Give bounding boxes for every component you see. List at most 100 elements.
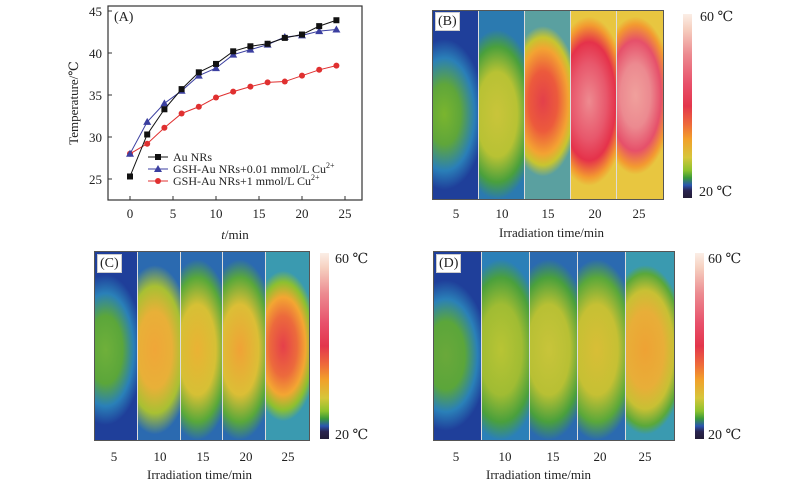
panel-b-xlabel: Irradiation time/min [499, 225, 605, 240]
tick-label: 5 [452, 206, 460, 221]
marker-triangle [143, 117, 152, 125]
marker-circle [281, 78, 288, 85]
tick-label: 10 [495, 206, 509, 221]
thermal-image-b-10 [479, 11, 525, 199]
tick-label: 25 [638, 449, 652, 464]
y-tick-label: 30 [89, 130, 102, 145]
marker-circle [195, 103, 202, 110]
marker-circle [333, 62, 340, 69]
chart-a-axes: 25 30 35 40 45 0 5 10 15 20 25 t/min Temperature/℃ (A… [66, 4, 363, 242]
chart-a-series [126, 17, 341, 180]
marker-square [333, 17, 340, 24]
x-tick-label: 0 [127, 206, 134, 221]
colorbar-d [695, 253, 704, 439]
marker-square [178, 86, 185, 93]
legend-label: Au NRs [173, 150, 212, 164]
marker-triangle [332, 25, 341, 33]
tick-label: 20 [239, 449, 253, 464]
marker-square [127, 173, 133, 180]
y-tick-label: 35 [89, 88, 102, 103]
thermal-image-b-5 [433, 11, 479, 199]
series-0 [127, 17, 340, 180]
thermal-strips-c [94, 251, 310, 441]
thermal-image-d-15 [530, 252, 578, 440]
thermal-image-c-15 [180, 252, 224, 440]
marker-triangle [212, 64, 220, 72]
marker-circle [161, 124, 168, 131]
legend-item: Au NRs [148, 150, 212, 164]
x-tick-label: 20 [296, 206, 309, 221]
legend-label: GSH-Au NRs+1 mmol/L Cu2+ [173, 173, 320, 188]
marker-square [230, 48, 237, 55]
thermal-image-d-5 [434, 252, 482, 440]
marker-circle [230, 88, 237, 95]
thermal-strips-b [432, 10, 664, 200]
tick-label: 10 [498, 449, 512, 464]
panel-c-xlabel: Irradiation time/min [147, 467, 253, 482]
y-tick-label: 25 [89, 172, 102, 187]
thermal-image-c-25 [266, 252, 309, 440]
tick-label: 10 [153, 449, 167, 464]
marker-circle [213, 94, 219, 101]
panel-a-label: (A) [114, 10, 134, 25]
thermal-image-c-5 [95, 252, 138, 440]
tick-label: 25 [632, 206, 646, 221]
tick-label: 15 [546, 449, 560, 464]
marker-circle [264, 79, 271, 86]
tick-label: 20 [593, 449, 607, 464]
marker-triangle [315, 27, 324, 35]
thermal-image-d-25 [626, 252, 674, 440]
marker-circle [299, 72, 305, 79]
tick-label: 15 [541, 206, 555, 221]
legend-item: GSH-Au NRs+0.01 mmol/L Cu2+ [148, 161, 335, 176]
marker-square [299, 31, 305, 38]
colorbar-d-min-label: 20 ℃ [708, 428, 742, 443]
tick-label: 5 [110, 449, 118, 464]
y-axis-title: Temperature/℃ [66, 61, 81, 145]
thermal-image-c-10 [137, 252, 181, 440]
marker-square [316, 23, 323, 30]
thermal-image-c-20 [223, 252, 267, 440]
colorbar-c-max-label: 60 ℃ [335, 252, 369, 267]
marker-square [213, 60, 219, 67]
colorbar-b-min-label: 20 ℃ [699, 185, 733, 200]
thermal-image-b-25 [617, 11, 663, 199]
thermal-image-b-15 [525, 11, 571, 199]
marker-triangle [160, 99, 169, 107]
colorbar-c [320, 253, 329, 439]
thermal-image-d-10 [482, 252, 530, 440]
x-tick-label: 5 [170, 206, 177, 221]
marker-triangle [154, 165, 162, 172]
colorbar-d-max-label: 60 ℃ [708, 252, 742, 267]
tick-label: 15 [196, 449, 210, 464]
series-line [129, 65, 337, 155]
y-tick-label: 40 [89, 46, 102, 61]
marker-square [195, 69, 202, 76]
legend-label: GSH-Au NRs+0.01 mmol/L Cu2+ [173, 161, 335, 176]
panel-d-label: (D) [436, 254, 462, 273]
y-tick-label: 45 [89, 4, 102, 19]
tick-label: 20 [588, 206, 602, 221]
x-axis-title: t/min [221, 227, 249, 242]
marker-square [144, 131, 151, 138]
tick-label: 5 [452, 449, 460, 464]
thermal-image-b-20 [571, 11, 617, 199]
chart-a: 25 30 35 40 45 0 5 10 15 20 25 t/min Temperature/℃ (A… [66, 4, 363, 242]
thermal-strips-d [433, 251, 675, 441]
marker-square [264, 40, 271, 47]
plot-frame [107, 5, 363, 201]
marker-circle [178, 110, 185, 117]
marker-square [155, 154, 161, 160]
tick-label: 25 [281, 449, 295, 464]
x-tick-label: 15 [253, 206, 266, 221]
legend-item: GSH-Au NRs+1 mmol/L Cu2+ [148, 173, 320, 188]
marker-triangle [126, 149, 134, 157]
marker-circle [316, 66, 323, 73]
panel-b-label: (B) [435, 12, 460, 31]
x-tick-label: 10 [210, 206, 223, 221]
thermal-image-d-20 [578, 252, 626, 440]
marker-circle [247, 83, 254, 90]
colorbar-b [683, 14, 692, 198]
marker-square [247, 43, 254, 50]
